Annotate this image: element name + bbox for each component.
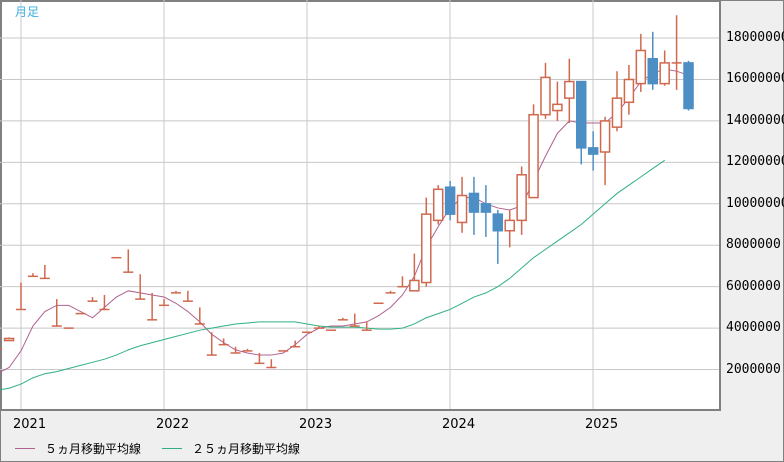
y-tick-label: 4000000 <box>726 320 781 336</box>
y-tick-label: 12000000 <box>726 154 784 170</box>
ma25-swatch-icon <box>162 448 182 449</box>
legend-label-ma25: ２５ヵ月移動平均線 <box>192 442 301 456</box>
y-tick-label: 8000000 <box>726 237 781 253</box>
x-tick-label: 2022 <box>156 417 190 432</box>
y-tick-label: 10000000 <box>726 195 784 211</box>
ma5-swatch-icon <box>15 448 35 449</box>
y-tick-label: 6000000 <box>726 278 781 294</box>
x-tick-label: 2025 <box>585 417 619 432</box>
chart-title: 月足 <box>15 5 40 19</box>
candlestick-chart <box>0 0 719 409</box>
legend-label-ma5: ５ヵ月移動平均線 <box>45 442 142 456</box>
y-tick-label: 16000000 <box>726 71 784 87</box>
legend-item-ma25: ２５ヵ月移動平均線 <box>162 440 300 457</box>
y-tick-label: 14000000 <box>726 112 784 128</box>
x-tick-label: 2023 <box>299 417 333 432</box>
plot-area <box>0 0 721 411</box>
x-tick-label: 2021 <box>13 417 47 432</box>
x-tick-label: 2024 <box>442 417 476 432</box>
y-tick-label: 18000000 <box>726 30 784 46</box>
y-tick-label: 2000000 <box>726 361 781 377</box>
legend-item-ma5: ５ヵ月移動平均線 <box>15 440 141 457</box>
